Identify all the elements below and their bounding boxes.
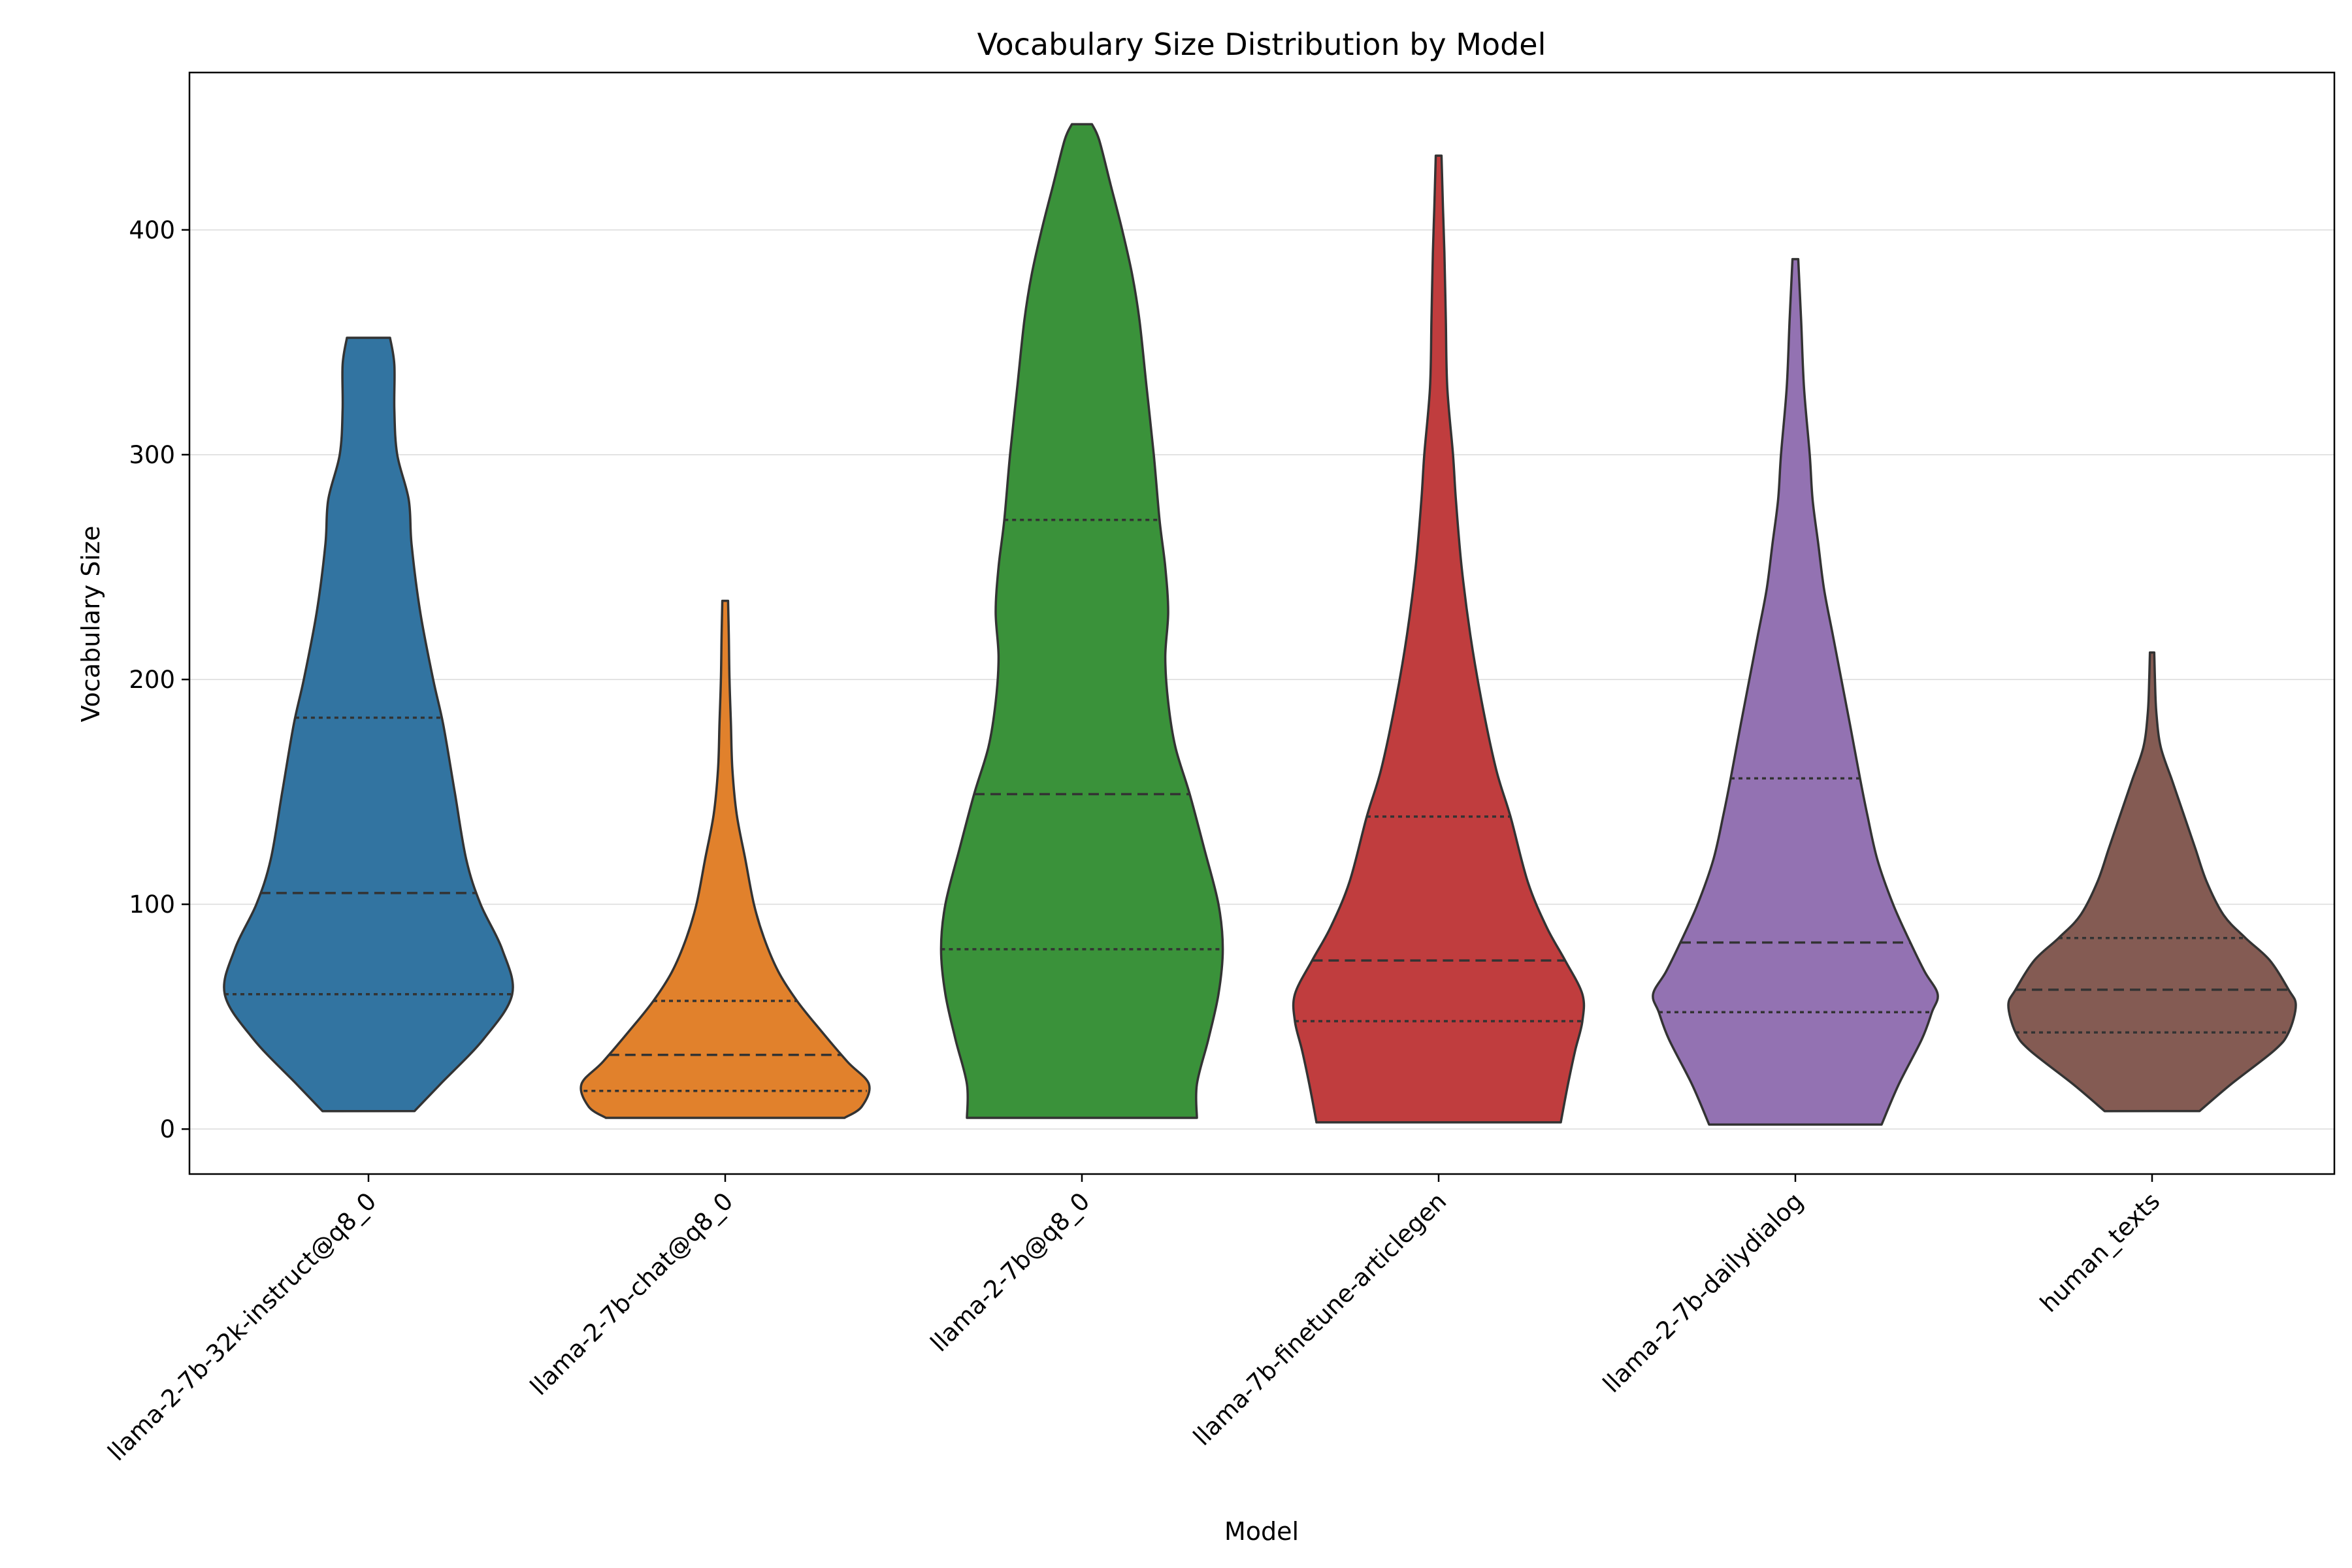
y-axis-label: Vocabulary Size [76,526,105,723]
plot-frame [188,71,2336,1175]
violin-group [223,123,2297,1126]
violin-body [1652,257,1939,1126]
x-axis-label: Model [1224,1517,1299,1546]
y-axis: 0 100 200 300 400 [129,216,189,1143]
y-tick-label: 200 [129,666,175,694]
y-tick-label: 100 [129,890,175,919]
violin-body [1292,154,1586,1124]
y-tick-label: 0 [159,1115,175,1143]
y-tick-label: 400 [129,216,175,244]
grid-lines [189,229,2334,1130]
violin-body [223,336,514,1113]
y-tick-label: 300 [129,441,175,469]
chart-title: Vocabulary Size Distribution by Model [977,27,1546,62]
